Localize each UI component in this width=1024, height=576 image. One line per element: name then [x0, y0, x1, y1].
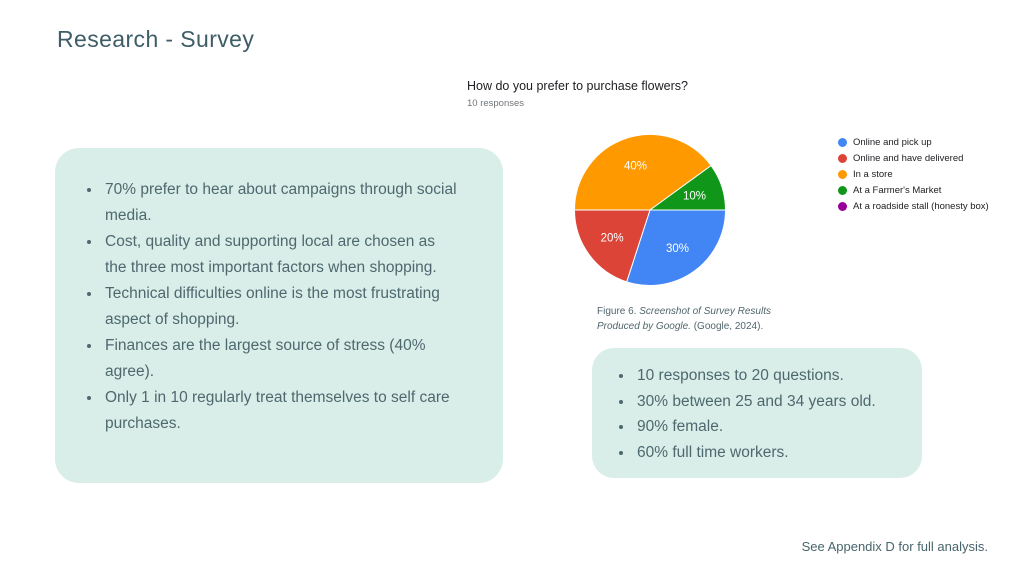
chart-legend: Online and pick up Online and have deliv… — [838, 134, 989, 214]
chart-title: How do you prefer to purchase flowers? — [467, 79, 688, 93]
list-item: Only 1 in 10 regularly treat themselves … — [102, 385, 458, 437]
figure-caption: Figure 6. Screenshot of Survey Results P… — [597, 304, 805, 334]
appendix-note: See Appendix D for full analysis. — [801, 539, 988, 554]
figure-caption-citation: (Google, 2024). — [690, 321, 764, 332]
findings-list: 70% prefer to hear about campaigns throu… — [55, 148, 503, 437]
legend-label: Online and pick up — [853, 136, 932, 148]
figure-caption-prefix: Figure 6. — [597, 306, 640, 317]
demographics-box: 10 responses to 20 questions. 30% betwee… — [592, 348, 922, 478]
legend-dot — [838, 185, 847, 195]
findings-box: 70% prefer to hear about campaigns throu… — [55, 148, 503, 483]
legend-dot — [838, 201, 847, 211]
chart-response-count: 10 responses — [467, 98, 525, 109]
list-item: 60% full time workers. — [634, 440, 907, 466]
legend-label: In a store — [853, 168, 893, 180]
legend-label: Online and have delivered — [853, 152, 964, 164]
pie-slice-label: 40% — [624, 160, 647, 172]
figure-caption-title: Screenshot of Survey Results Produced by… — [597, 306, 771, 332]
list-item: 90% female. — [634, 414, 907, 440]
list-item: Finances are the largest source of stres… — [102, 333, 458, 385]
pie-slice-label: 20% — [601, 233, 624, 245]
legend-item: In a store — [838, 166, 989, 182]
pie-slice — [626, 209, 727, 286]
legend-dot — [838, 137, 847, 147]
list-item: 30% between 25 and 34 years old. — [634, 389, 907, 415]
legend-label: At a roadside stall (honesty box) — [853, 200, 989, 212]
pie-slice-label: 30% — [666, 243, 689, 255]
legend-item: Online and pick up — [838, 134, 989, 150]
list-item: Technical difficulties online is the mos… — [102, 281, 458, 333]
legend-item: At a roadside stall (honesty box) — [838, 198, 989, 214]
legend-dot — [838, 153, 847, 163]
legend-item: Online and have delivered — [838, 150, 989, 166]
legend-label: At a Farmer's Market — [853, 184, 942, 196]
pie-slice — [573, 209, 651, 283]
list-item: 70% prefer to hear about campaigns throu… — [102, 177, 458, 229]
pie-chart: 30% 20% 40% 10% — [573, 134, 727, 286]
pie-slice — [648, 164, 727, 211]
legend-dot — [838, 169, 847, 179]
pie-slice — [573, 134, 712, 211]
demographics-list: 10 responses to 20 questions. 30% betwee… — [592, 348, 922, 465]
page-title: Research - Survey — [57, 26, 255, 52]
list-item: Cost, quality and supporting local are c… — [102, 229, 458, 281]
pie-slice-label: 10% — [683, 191, 706, 203]
legend-item: At a Farmer's Market — [838, 182, 989, 198]
list-item: 10 responses to 20 questions. — [634, 363, 907, 389]
